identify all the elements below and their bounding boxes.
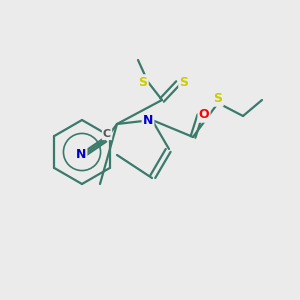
Text: S: S bbox=[214, 92, 223, 106]
Text: C: C bbox=[103, 129, 111, 139]
Text: N: N bbox=[143, 113, 153, 127]
Text: S: S bbox=[179, 76, 188, 89]
Text: O: O bbox=[199, 109, 209, 122]
Text: S: S bbox=[139, 76, 148, 88]
Text: N: N bbox=[76, 148, 86, 161]
